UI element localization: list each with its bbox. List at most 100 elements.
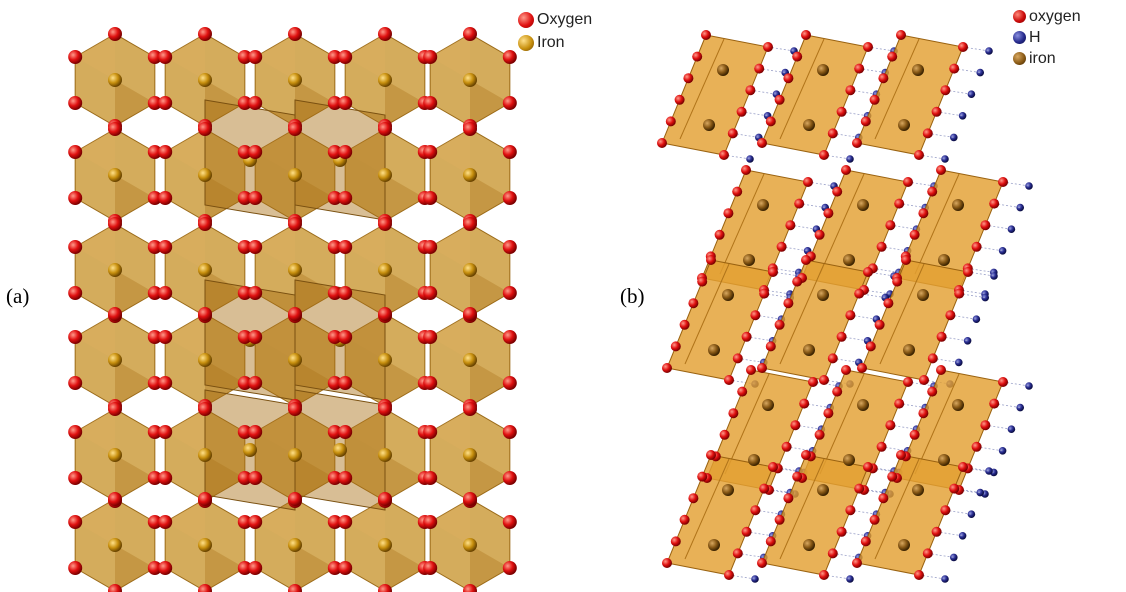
iron-atom xyxy=(108,538,122,552)
oxygen-atom xyxy=(288,307,302,321)
oxygen-atom xyxy=(958,42,968,52)
oxygen-atom xyxy=(237,425,252,439)
oxygen-atom xyxy=(423,145,438,159)
oxygen-atom xyxy=(765,116,776,127)
oxygen-atom xyxy=(502,515,517,529)
oxygen-atom xyxy=(423,561,438,575)
oxygen-atom xyxy=(732,353,743,364)
oxygen-atom xyxy=(688,493,699,504)
iron-atom xyxy=(843,254,855,266)
oxygen-atom xyxy=(781,441,792,452)
iron-atom xyxy=(333,443,347,457)
oxygen-atom xyxy=(692,51,703,62)
oxygen-atom xyxy=(423,240,438,254)
octahedron-face xyxy=(115,360,155,406)
hydrogen-atom xyxy=(967,90,976,98)
chain-edge xyxy=(819,373,865,475)
iron-atom xyxy=(857,199,869,211)
hydrogen-atom xyxy=(1016,403,1024,412)
oxygen-atom xyxy=(158,376,173,390)
oxygen-atom xyxy=(774,94,785,105)
fe-octahedron-chain xyxy=(661,34,769,156)
octahedron-face xyxy=(165,409,205,455)
oxygen-atom xyxy=(327,515,342,529)
octahedron-face xyxy=(295,455,335,501)
hydrogen-atom-icon xyxy=(1013,31,1026,44)
iron-atom xyxy=(198,448,212,462)
oxygen-atom xyxy=(697,276,708,287)
oxygen-atom xyxy=(918,208,929,219)
oxygen-atom xyxy=(338,240,353,254)
octahedron-face xyxy=(255,499,295,545)
oxygen-atom xyxy=(728,408,739,419)
oxygen-atom xyxy=(327,191,342,205)
oxygen-atom xyxy=(502,96,517,110)
legend-label-hydrogen: H xyxy=(1029,29,1041,46)
iron-atom xyxy=(912,484,924,496)
oxygen-atom xyxy=(819,150,829,160)
oxygen-atom xyxy=(894,398,905,409)
iron-atom xyxy=(198,353,212,367)
octahedron-face xyxy=(430,129,470,175)
oxygen-atom xyxy=(248,240,263,254)
chain-edge xyxy=(914,173,960,275)
panel-a-hematite-structure: (a) Oxygen Iron xyxy=(0,0,592,592)
oxygen-atom xyxy=(892,276,903,287)
iron-atom xyxy=(463,168,477,182)
octahedron-face xyxy=(115,175,155,221)
oxygen-atom xyxy=(909,429,920,440)
oxygen-atom xyxy=(338,425,353,439)
legend-item-oxygen: oxygen xyxy=(1013,6,1081,27)
oxygen-atom xyxy=(922,128,933,139)
oxygen-atom xyxy=(885,220,896,231)
oxygen-atom xyxy=(727,128,738,139)
oxygen-atom xyxy=(774,319,785,330)
oxygen-atom xyxy=(918,408,929,419)
oxygen-atom xyxy=(237,561,252,575)
octahedron-face xyxy=(345,409,385,455)
oxygen-atom xyxy=(768,267,778,277)
oxygen-atom xyxy=(683,73,694,84)
oxygen-atom xyxy=(971,241,982,252)
oxygen-atom xyxy=(108,217,122,231)
legend-label-iron: Iron xyxy=(537,34,565,51)
hydrogen-atom xyxy=(998,247,1007,255)
chain-edge xyxy=(779,458,825,560)
iron-atom xyxy=(762,399,774,411)
oxygen-atom xyxy=(998,377,1008,387)
octahedron-face xyxy=(345,314,385,360)
hydrogen-atom xyxy=(941,575,949,583)
oxygen-atom xyxy=(198,402,212,416)
iron-atom xyxy=(898,539,910,551)
octahedron-face xyxy=(115,270,155,316)
iron-atom xyxy=(743,254,755,266)
oxygen-atom xyxy=(147,561,162,575)
oxygen-atom xyxy=(463,307,477,321)
oxygen-atom xyxy=(714,229,725,240)
iron-atom xyxy=(243,443,257,457)
oxygen-atom xyxy=(792,51,803,62)
oxygen-atom xyxy=(198,217,212,231)
octahedron-face xyxy=(430,499,470,545)
oxygen-atom xyxy=(989,198,1000,209)
oxygen-atom xyxy=(423,471,438,485)
oxygen-atom xyxy=(327,330,342,344)
hydrogen-atom xyxy=(941,155,949,163)
oxygen-atom xyxy=(874,319,885,330)
oxygen-atom xyxy=(158,561,173,575)
oxygen-atom xyxy=(854,483,865,494)
chain-edge xyxy=(819,173,865,275)
oxygen-atom xyxy=(288,492,302,506)
oxygen-atom xyxy=(845,505,856,516)
oxygen-atom xyxy=(845,85,856,96)
oxygen-atom xyxy=(759,483,770,494)
oxygen-atom xyxy=(158,145,173,159)
oxygen-atom xyxy=(814,429,825,440)
oxygen-atom xyxy=(248,330,263,344)
oxygen-atom xyxy=(794,198,805,209)
hydrogen-atom xyxy=(1007,225,1016,233)
oxygen-atom xyxy=(198,584,212,592)
oxygen-atom xyxy=(857,363,867,373)
oxygen-atom xyxy=(68,286,83,300)
octahedron-face xyxy=(115,545,155,591)
